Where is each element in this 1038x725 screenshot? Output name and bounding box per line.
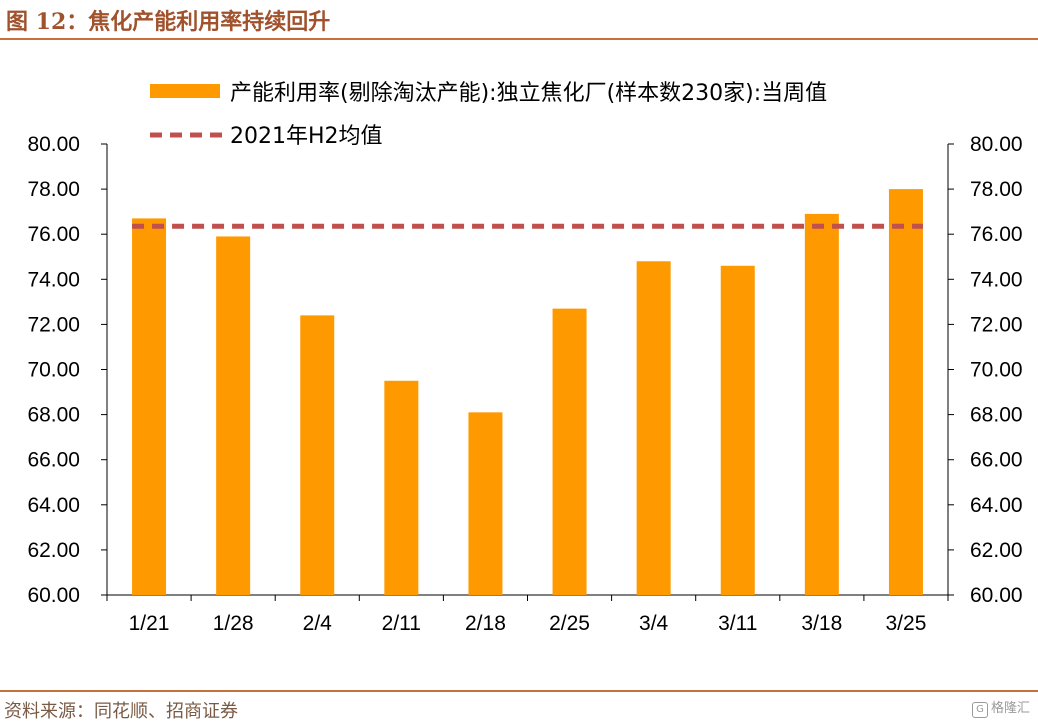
y-tick-label-right: 66.00	[970, 449, 1023, 472]
y-tick-label-left: 64.00	[27, 494, 80, 517]
y-tick-label-right: 78.00	[970, 178, 1023, 201]
y-tick-label-right: 74.00	[970, 268, 1023, 291]
bar	[888, 189, 923, 595]
top-divider	[0, 38, 1038, 40]
bar	[300, 315, 335, 595]
y-tick-label-right: 64.00	[970, 494, 1023, 517]
legend-label-reference-line: 2021年H2均值	[230, 124, 383, 149]
watermark-logo-icon: G	[971, 702, 988, 718]
watermark: G 格隆汇	[971, 697, 1030, 718]
bar	[720, 265, 755, 595]
legend-label-bar: 产能利用率(剔除淘汰产能):独立焦化厂(样本数230家):当周值	[230, 81, 827, 106]
bottom-divider	[0, 690, 1038, 692]
watermark-text: 格隆汇	[990, 701, 1030, 716]
y-tick-label-left: 70.00	[27, 359, 80, 382]
y-tick-label-left: 72.00	[27, 313, 80, 336]
bar	[804, 213, 839, 595]
bar	[552, 308, 587, 595]
y-tick-label-left: 66.00	[27, 449, 80, 472]
y-tick-label-left: 80.00	[27, 133, 80, 156]
x-tick-label: 1/21	[129, 612, 170, 635]
source-note: 资料来源：同花顺、招商证券	[4, 701, 238, 722]
bar	[132, 218, 167, 596]
y-tick-label-left: 74.00	[27, 268, 80, 291]
bar	[636, 261, 671, 595]
bar	[384, 380, 419, 595]
bars	[132, 189, 923, 596]
y-tick-label-right: 70.00	[970, 359, 1023, 382]
x-tick-label: 2/18	[465, 612, 506, 635]
y-tick-label-right: 68.00	[970, 404, 1023, 427]
x-tick-label: 2/25	[549, 612, 590, 635]
legend-swatch-bar	[150, 84, 220, 98]
y-tick-label-right: 60.00	[970, 584, 1023, 607]
tick-labels: 60.00 60.00 62.00 62.00 64.00 64.00 66.00 66.00…	[27, 133, 1022, 635]
x-tick-label: 1/28	[213, 612, 254, 635]
bar	[468, 412, 503, 595]
y-tick-label-left: 68.00	[27, 404, 80, 427]
y-tick-label-right: 72.00	[970, 313, 1023, 336]
y-tick-label-left: 60.00	[27, 584, 80, 607]
y-tick-label-left: 76.00	[27, 223, 80, 246]
x-tick-label: 3/4	[639, 612, 669, 635]
x-tick-label: 2/4	[303, 612, 333, 635]
y-tick-label-right: 80.00	[970, 133, 1023, 156]
bar-chart: 产能利用率(剔除淘汰产能):独立焦化厂(样本数230家):当周值 2021年H2…	[27, 81, 1022, 635]
x-tick-label: 2/11	[382, 612, 421, 635]
bar	[216, 236, 251, 595]
y-tick-label-right: 62.00	[970, 539, 1023, 562]
y-tick-label-left: 78.00	[27, 178, 80, 201]
x-tick-label: 3/18	[801, 612, 842, 635]
x-tick-label: 3/11	[718, 612, 757, 635]
x-tick-label: 3/25	[886, 612, 927, 635]
y-tick-label-right: 76.00	[970, 223, 1023, 246]
figure-title: 图 12：焦化产能利用率持续回升	[6, 9, 331, 35]
y-tick-label-left: 62.00	[27, 539, 80, 562]
legend: 产能利用率(剔除淘汰产能):独立焦化厂(样本数230家):当周值 2021年H2…	[150, 81, 827, 149]
